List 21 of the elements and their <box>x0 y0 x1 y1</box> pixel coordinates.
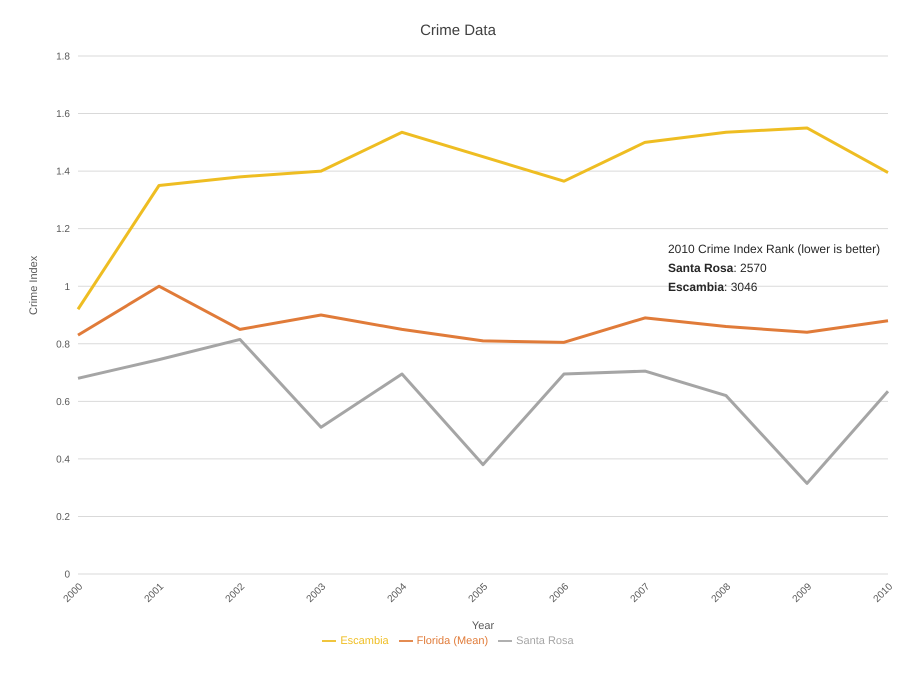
legend-label: Santa Rosa <box>516 634 574 647</box>
y-tick-label: 0.6 <box>56 396 70 408</box>
line-series <box>76 338 890 485</box>
legend-label: Escambia <box>340 634 389 647</box>
annotation: Santa Rosa: 2570 <box>668 260 768 277</box>
y-tick-label: 0 <box>64 570 70 581</box>
annotation: 2010 Crime Index Rank (lower is better) <box>668 241 880 258</box>
annotation: Escambia: 3046 <box>668 279 758 296</box>
y-tick-label: 1 <box>64 282 70 293</box>
y-axis-title: Crime Index <box>28 255 40 315</box>
y-tick-label: 1.2 <box>56 224 70 236</box>
y-tick-label: 1.8 <box>56 52 70 63</box>
y-tick-label: 1.6 <box>56 109 70 120</box>
y-tick-label: 0.4 <box>56 454 70 466</box>
y-tick-label: 1.4 <box>56 166 70 178</box>
y-tick-label: 0.8 <box>56 339 70 350</box>
line-series <box>76 126 890 311</box>
x-axis-title: Year <box>472 620 494 632</box>
y-tick-label: 0.2 <box>56 512 70 523</box>
legend-label: Florida (Mean) <box>416 634 488 647</box>
chart-title: Crime Data <box>419 21 497 41</box>
